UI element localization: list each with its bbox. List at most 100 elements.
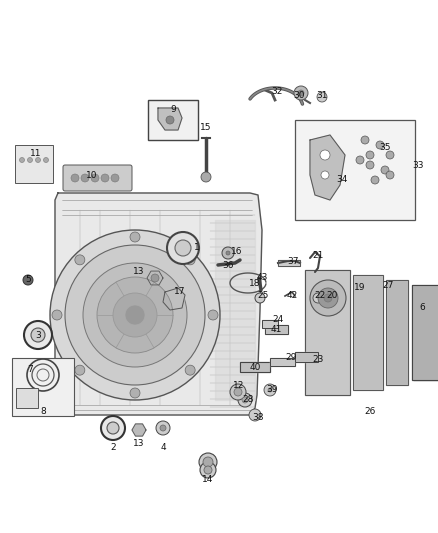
Text: 38: 38 <box>252 413 264 422</box>
Circle shape <box>238 393 252 407</box>
Circle shape <box>107 422 119 434</box>
Circle shape <box>230 384 246 400</box>
Circle shape <box>264 384 276 396</box>
Circle shape <box>175 240 191 256</box>
Circle shape <box>361 136 369 144</box>
Bar <box>12 358 74 416</box>
Text: 6: 6 <box>419 303 425 312</box>
Circle shape <box>113 293 157 337</box>
Circle shape <box>28 157 32 163</box>
Text: 23: 23 <box>312 356 324 365</box>
Circle shape <box>356 156 364 164</box>
Text: 10: 10 <box>86 171 98 180</box>
Circle shape <box>185 365 195 375</box>
Bar <box>270 358 295 366</box>
Circle shape <box>242 397 248 403</box>
Text: 42: 42 <box>286 290 298 300</box>
Text: 35: 35 <box>379 143 391 152</box>
Circle shape <box>91 174 99 182</box>
Polygon shape <box>262 320 278 328</box>
Circle shape <box>268 388 272 392</box>
Circle shape <box>200 462 216 478</box>
Circle shape <box>130 388 140 398</box>
Text: 25: 25 <box>257 290 268 300</box>
Text: 3: 3 <box>35 330 41 340</box>
Circle shape <box>321 171 329 179</box>
Circle shape <box>160 425 166 431</box>
Text: 4: 4 <box>160 443 166 453</box>
Circle shape <box>111 174 119 182</box>
Circle shape <box>381 166 389 174</box>
Bar <box>305 270 350 395</box>
Text: 1: 1 <box>194 244 200 253</box>
Text: 39: 39 <box>266 385 278 394</box>
Text: 17: 17 <box>174 287 186 296</box>
Circle shape <box>166 116 174 124</box>
Circle shape <box>366 151 374 159</box>
Circle shape <box>75 365 85 375</box>
Text: 13: 13 <box>133 439 145 448</box>
Text: 36: 36 <box>222 261 234 270</box>
Bar <box>262 320 278 328</box>
Circle shape <box>376 141 384 149</box>
Polygon shape <box>353 275 383 390</box>
Text: 31: 31 <box>316 91 328 100</box>
Polygon shape <box>386 280 408 385</box>
Polygon shape <box>163 288 185 310</box>
Polygon shape <box>278 260 300 266</box>
Circle shape <box>310 280 346 316</box>
Circle shape <box>20 157 25 163</box>
Bar <box>295 352 318 362</box>
Text: 24: 24 <box>272 316 284 325</box>
Circle shape <box>204 466 212 474</box>
Bar <box>295 120 415 220</box>
Text: 32: 32 <box>271 87 283 96</box>
Circle shape <box>23 275 33 285</box>
Bar <box>386 280 408 385</box>
Text: 37: 37 <box>287 256 299 265</box>
Circle shape <box>101 416 125 440</box>
Polygon shape <box>295 352 318 362</box>
Bar <box>240 362 270 372</box>
Circle shape <box>208 310 218 320</box>
FancyBboxPatch shape <box>63 165 132 191</box>
Polygon shape <box>132 424 146 436</box>
Circle shape <box>31 328 45 342</box>
Circle shape <box>298 90 304 96</box>
Circle shape <box>81 174 89 182</box>
Circle shape <box>255 293 265 303</box>
Text: 41: 41 <box>270 326 282 335</box>
Text: 34: 34 <box>336 175 348 184</box>
Circle shape <box>130 232 140 242</box>
Bar <box>148 100 198 140</box>
Text: 27: 27 <box>382 280 394 289</box>
Circle shape <box>386 151 394 159</box>
Circle shape <box>313 293 323 303</box>
Text: 20: 20 <box>326 290 338 300</box>
Circle shape <box>318 288 338 308</box>
Circle shape <box>65 245 205 385</box>
Text: 15: 15 <box>200 124 212 133</box>
Polygon shape <box>412 285 438 380</box>
Text: 5: 5 <box>25 276 31 285</box>
Text: 26: 26 <box>364 408 376 416</box>
Polygon shape <box>55 193 262 415</box>
Circle shape <box>43 157 49 163</box>
Circle shape <box>52 310 62 320</box>
Polygon shape <box>240 362 270 372</box>
Polygon shape <box>295 120 415 220</box>
Circle shape <box>83 263 187 367</box>
Bar <box>412 285 438 380</box>
Circle shape <box>24 321 52 349</box>
Text: 8: 8 <box>40 408 46 416</box>
Polygon shape <box>310 135 345 200</box>
Text: 33: 33 <box>412 160 424 169</box>
Circle shape <box>71 174 79 182</box>
Text: 13: 13 <box>133 268 145 277</box>
Text: 29: 29 <box>285 353 297 362</box>
Bar <box>16 388 38 408</box>
Text: 30: 30 <box>293 91 305 100</box>
Text: 9: 9 <box>170 106 176 115</box>
Text: 19: 19 <box>354 284 366 293</box>
Text: 28: 28 <box>242 395 254 405</box>
